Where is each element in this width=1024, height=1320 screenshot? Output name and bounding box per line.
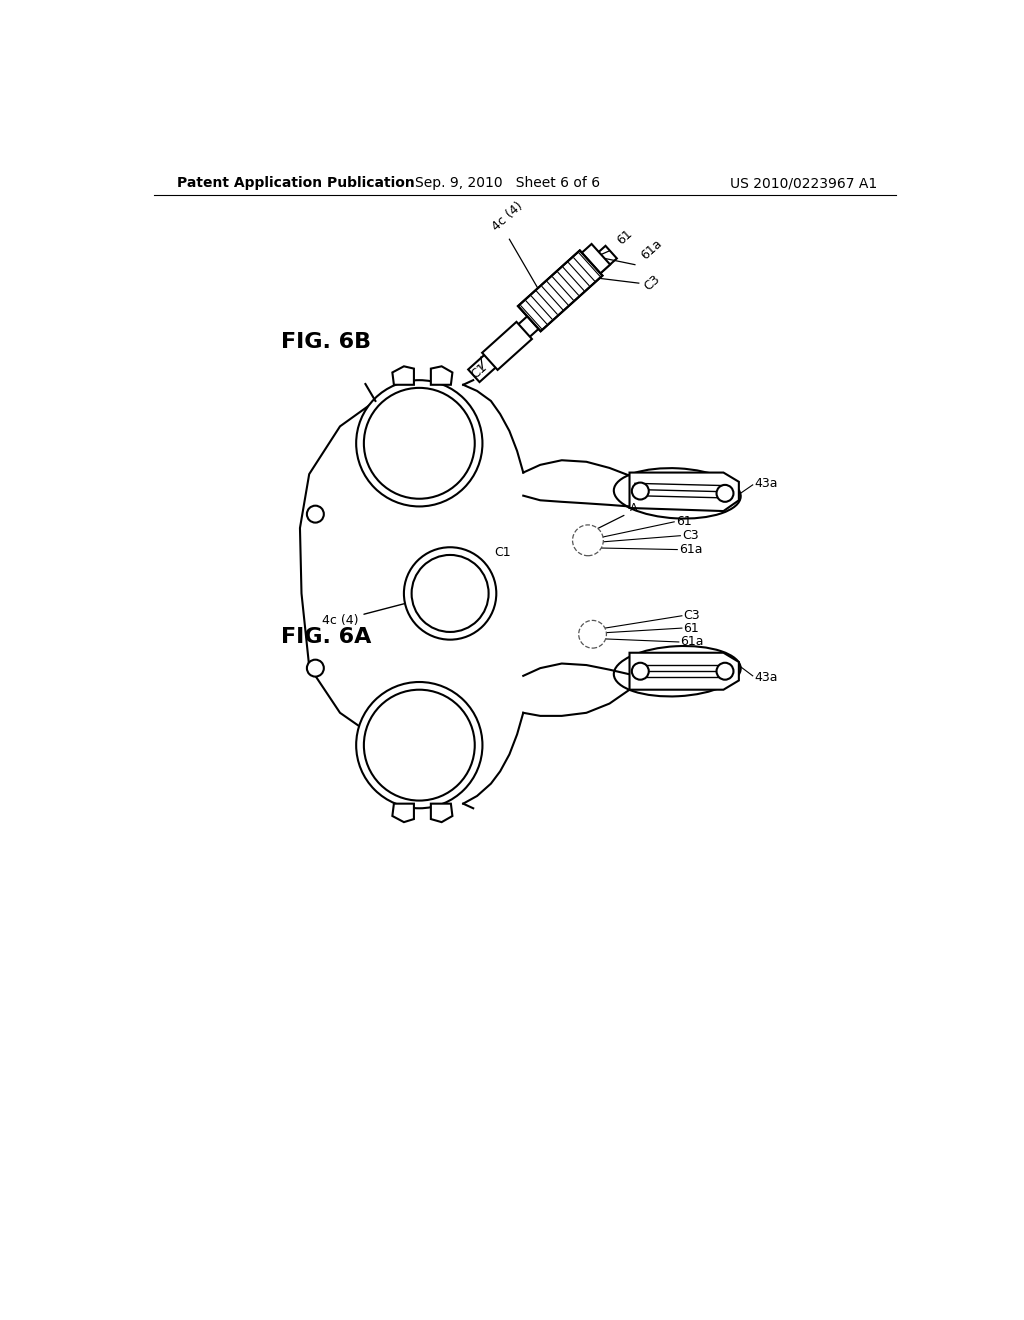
Circle shape bbox=[307, 660, 324, 677]
Text: C1: C1 bbox=[468, 360, 489, 381]
Text: 4c (4): 4c (4) bbox=[489, 199, 525, 234]
Text: Patent Application Publication: Patent Application Publication bbox=[177, 176, 415, 190]
Polygon shape bbox=[518, 251, 602, 331]
Polygon shape bbox=[630, 473, 739, 511]
Polygon shape bbox=[392, 804, 414, 822]
Text: 61: 61 bbox=[614, 227, 635, 247]
Text: FIG. 6B: FIG. 6B bbox=[281, 331, 371, 351]
Text: C3: C3 bbox=[642, 273, 663, 293]
Text: 61a: 61a bbox=[680, 635, 703, 648]
Polygon shape bbox=[431, 804, 453, 822]
Text: 61: 61 bbox=[683, 622, 699, 635]
Circle shape bbox=[717, 484, 733, 502]
Text: C3: C3 bbox=[683, 610, 700, 622]
Text: 61a: 61a bbox=[679, 543, 702, 556]
Text: 43a: 43a bbox=[755, 671, 778, 684]
Text: A: A bbox=[477, 610, 484, 620]
Circle shape bbox=[632, 663, 649, 680]
Text: 61a: 61a bbox=[639, 238, 665, 263]
Polygon shape bbox=[582, 244, 610, 273]
Circle shape bbox=[572, 525, 603, 556]
Polygon shape bbox=[431, 367, 453, 385]
Circle shape bbox=[403, 548, 497, 640]
Polygon shape bbox=[468, 246, 616, 381]
Polygon shape bbox=[482, 322, 531, 370]
Circle shape bbox=[364, 388, 475, 499]
Polygon shape bbox=[630, 653, 739, 689]
Circle shape bbox=[356, 682, 482, 808]
Text: A: A bbox=[414, 607, 421, 618]
Text: US 2010/0223967 A1: US 2010/0223967 A1 bbox=[730, 176, 878, 190]
Circle shape bbox=[307, 506, 324, 523]
Text: C1: C1 bbox=[494, 546, 511, 560]
Circle shape bbox=[412, 554, 488, 632]
Circle shape bbox=[356, 380, 482, 507]
Circle shape bbox=[717, 663, 733, 680]
Text: Sep. 9, 2010   Sheet 6 of 6: Sep. 9, 2010 Sheet 6 of 6 bbox=[416, 176, 600, 190]
Circle shape bbox=[364, 690, 475, 800]
Circle shape bbox=[632, 483, 649, 499]
Text: C3: C3 bbox=[682, 529, 698, 543]
Text: 61: 61 bbox=[676, 515, 691, 528]
Text: 4c (4): 4c (4) bbox=[322, 591, 449, 627]
Text: 43a: 43a bbox=[755, 477, 778, 490]
Text: FIG. 6A: FIG. 6A bbox=[281, 627, 371, 647]
Polygon shape bbox=[392, 367, 414, 385]
Circle shape bbox=[579, 620, 606, 648]
Text: A: A bbox=[630, 503, 637, 512]
